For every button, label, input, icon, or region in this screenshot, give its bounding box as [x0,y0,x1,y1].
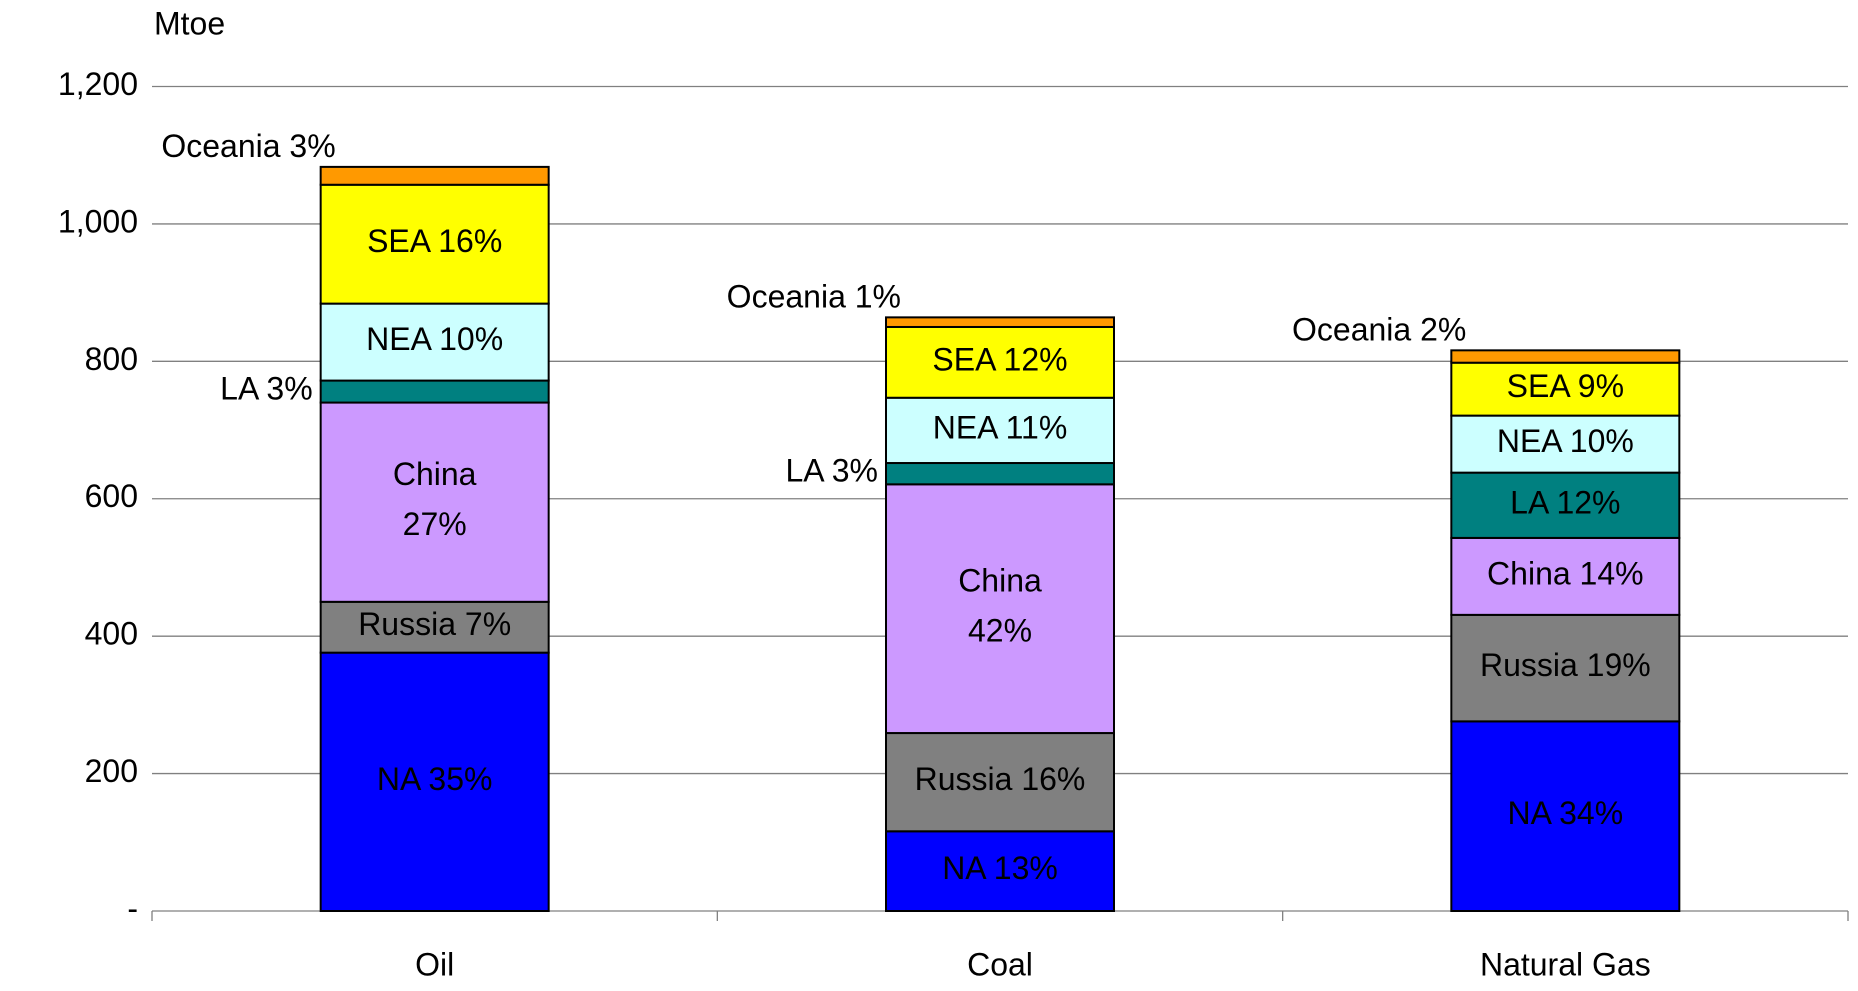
x-tick-label: Coal [967,946,1033,982]
bar-segment [885,316,1115,328]
data-label: China 27% [393,457,477,543]
bar-segment [319,183,550,305]
data-label: LA 3% [220,371,313,407]
bar-segment [319,600,550,654]
bar-segment [885,396,1115,465]
bar-segment [1450,349,1681,364]
data-label: SEA 9% [1507,369,1624,405]
data-label: SEA 16% [367,224,502,260]
bar-segment [319,165,550,186]
data-label: NA 34% [1508,796,1624,832]
data-label: NEA 10% [366,322,503,358]
data-label: Russia 16% [915,762,1086,798]
data-label: Oceania 1% [727,279,901,315]
bar-segment [1450,361,1681,417]
y-tick-label: - [127,890,138,926]
bar-segment [319,401,550,603]
bar-segment [885,732,1115,833]
data-label: LA 3% [785,453,878,489]
bar-segment [885,830,1115,913]
x-tick-label: Natural Gas [1480,946,1651,982]
data-label: China 14% [1487,556,1644,592]
data-label: LA 12% [1510,485,1620,521]
data-label: Russia 19% [1480,648,1651,684]
bar-segment [319,651,550,912]
y-tick-label: 1,000 [58,203,138,239]
y-tick-label: 600 [85,478,138,514]
y-tick-label: 800 [85,341,138,377]
bar-segment [885,325,1115,399]
data-label: NEA 10% [1497,424,1634,460]
data-label: NA 13% [942,851,1058,887]
data-label: China 42% [958,563,1042,649]
bar-segment [319,379,550,404]
bar-segment [1450,414,1681,474]
data-label: NEA 11% [933,410,1068,446]
bar-segment [319,302,550,382]
y-axis-label: Mtoe [154,5,225,41]
bar-segment [1450,613,1681,723]
x-tick-label: Oil [415,946,454,982]
data-label: Oceania 3% [161,128,335,164]
y-tick-label: 1,200 [58,66,138,102]
y-tick-label: 400 [85,616,138,652]
y-tick-label: 200 [85,753,138,789]
bar-segment [885,483,1115,735]
bar-segment [885,462,1115,486]
data-label: Oceania 2% [1292,312,1466,348]
data-label: NA 35% [377,761,493,797]
data-label: SEA 12% [932,342,1067,378]
bar-segment [1450,720,1681,912]
data-label: Russia 7% [358,607,511,643]
